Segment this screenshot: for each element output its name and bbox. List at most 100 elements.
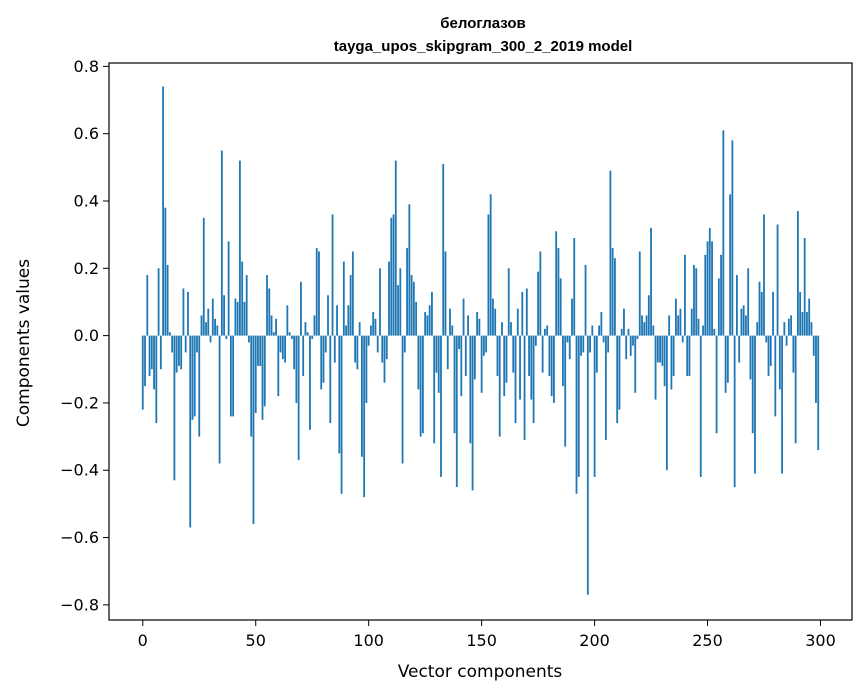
bar (162, 86, 165, 336)
bar (548, 335, 551, 376)
bar (627, 328, 630, 336)
bar (774, 335, 777, 417)
bar (426, 315, 429, 336)
bar (356, 335, 359, 370)
bar (309, 335, 311, 430)
bar (512, 335, 515, 373)
bar (300, 281, 302, 336)
bar (306, 332, 309, 336)
bar (776, 224, 779, 336)
bar (449, 308, 451, 336)
bar (787, 318, 790, 336)
bar (496, 335, 499, 376)
bar (338, 335, 341, 454)
bar (641, 315, 643, 336)
bar (634, 335, 637, 393)
bar (207, 308, 210, 336)
bar (731, 140, 734, 336)
bar (263, 335, 266, 407)
bar (211, 298, 214, 336)
bar (259, 335, 262, 366)
bar (525, 288, 528, 336)
bar (187, 291, 189, 336)
y-tick-label: 0.0 (74, 326, 99, 345)
bar (318, 251, 320, 336)
bar (455, 335, 458, 488)
bar (672, 335, 675, 376)
bar (763, 214, 765, 336)
bar (629, 335, 632, 356)
x-tick-label: 100 (353, 631, 384, 650)
bar (677, 315, 680, 336)
bar (198, 335, 201, 437)
bar (697, 318, 700, 336)
bar (279, 335, 282, 353)
bar (458, 335, 460, 350)
bar (675, 298, 677, 336)
bar (202, 217, 205, 336)
bar (507, 268, 510, 336)
bar (717, 278, 720, 336)
bar (550, 335, 553, 397)
bar (573, 238, 576, 336)
bar (564, 335, 567, 447)
chart-title: белоглазов (440, 15, 526, 32)
bar (451, 325, 454, 336)
bar (751, 335, 754, 434)
bar (216, 325, 219, 336)
bar (363, 335, 366, 498)
bar (272, 332, 275, 336)
bar (815, 335, 817, 403)
bar (178, 335, 180, 366)
bar (467, 315, 469, 336)
bar (760, 291, 763, 336)
bar (302, 335, 305, 376)
bar (783, 322, 786, 336)
bar (758, 281, 761, 336)
bar (616, 335, 619, 424)
bar (643, 322, 646, 336)
bar (351, 251, 354, 336)
bar (546, 325, 549, 336)
y-tick-label: −0.8 (60, 595, 99, 614)
y-tick-label: 0.8 (74, 57, 99, 76)
bar (365, 335, 368, 403)
bar (733, 335, 736, 488)
bar (645, 315, 648, 336)
chart-subtitle: tayga_upos_skipgram_300_2_2019 model (334, 38, 633, 55)
bar (243, 301, 246, 336)
bar (539, 251, 542, 336)
bar (543, 328, 546, 336)
bar (510, 322, 512, 336)
bar (157, 268, 160, 336)
bar (223, 295, 225, 336)
bar (695, 268, 698, 336)
bar (234, 298, 237, 336)
bar (304, 322, 307, 336)
bar (333, 335, 336, 363)
bar (218, 335, 221, 464)
bar (324, 335, 327, 353)
bar (806, 312, 808, 336)
bar (257, 335, 259, 366)
bar (417, 335, 420, 390)
bar (781, 335, 783, 474)
bar (361, 335, 363, 457)
bar (354, 335, 357, 363)
bar (175, 335, 178, 373)
bar (372, 312, 375, 336)
bar (376, 335, 379, 353)
bar (604, 335, 607, 440)
bar (582, 335, 585, 353)
bar (146, 275, 149, 336)
bar (286, 305, 289, 336)
bar (638, 251, 641, 336)
y-tick-label: −0.6 (60, 528, 99, 547)
bar (722, 130, 725, 336)
bar (521, 291, 524, 336)
bar (584, 264, 587, 336)
bar (589, 335, 591, 353)
bar (480, 335, 483, 393)
bar (514, 335, 517, 424)
bar (141, 335, 144, 410)
